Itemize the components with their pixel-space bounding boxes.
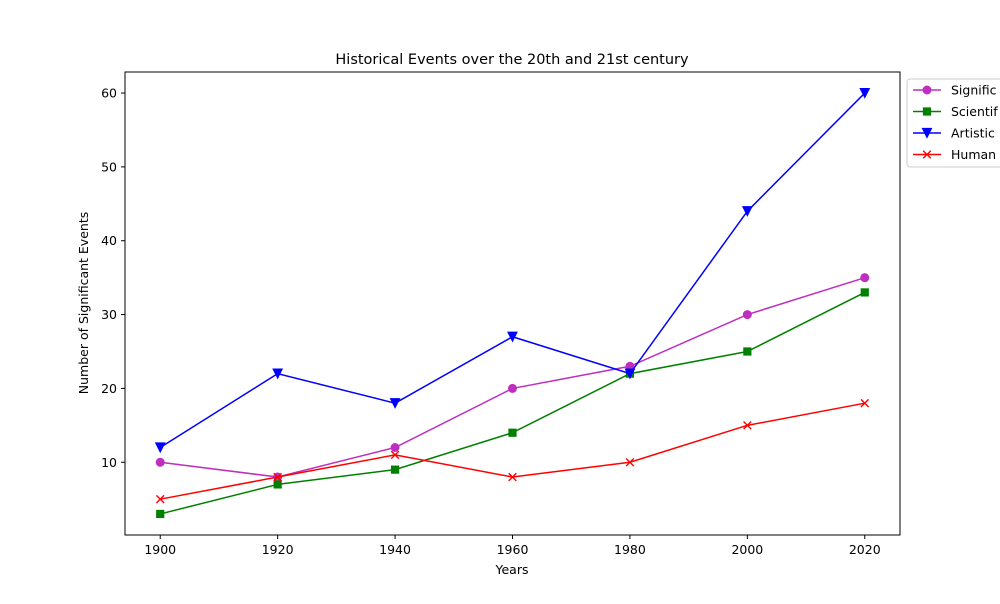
series-3 [154, 87, 871, 454]
y-tick-label: 20 [101, 381, 117, 396]
data-point [508, 472, 517, 482]
x-axis-label: Years [495, 562, 529, 577]
data-point [508, 428, 517, 437]
legend-marker [922, 85, 932, 95]
data-point [272, 368, 284, 380]
x-tick-label: 1920 [262, 542, 294, 557]
data-point [390, 442, 400, 452]
legend-label: Artistic [951, 126, 995, 141]
legend-item: Signific [913, 83, 997, 98]
data-point [273, 480, 282, 489]
data-point [860, 288, 869, 297]
legend-item: Scientif [913, 104, 998, 119]
y-tick-label: 10 [101, 455, 117, 470]
data-point [859, 87, 871, 99]
y-axis-ticks: 10 20 30 40 50 60 [101, 86, 125, 470]
series-4 [155, 398, 870, 504]
data-point [741, 206, 753, 217]
x-tick-label: 1940 [379, 542, 411, 557]
data-point [273, 472, 282, 482]
data-point [155, 494, 165, 504]
y-tick-label: 30 [101, 307, 117, 322]
data-point [860, 398, 870, 408]
data-point [156, 509, 165, 519]
data-point [507, 331, 518, 343]
data-point [390, 465, 400, 474]
plot-area [154, 87, 871, 519]
legend-label: Scientif [951, 104, 998, 119]
legend-label: Human [951, 147, 996, 162]
x-tick-label: 1960 [497, 542, 529, 557]
x-tick-label: 2000 [731, 542, 763, 557]
x-tick-label: 1980 [614, 542, 646, 557]
legend-marker [922, 150, 932, 159]
y-tick-label: 60 [101, 86, 117, 101]
data-point [743, 347, 752, 356]
data-point [742, 310, 752, 320]
data-point [155, 457, 165, 467]
legend: Signific Scientif Artistic Human [906, 78, 1000, 168]
legend-marker [922, 107, 932, 116]
data-point [743, 421, 752, 430]
x-axis-ticks: 1900 1920 1940 1960 1980 2000 2020 [144, 535, 881, 557]
data-point [390, 450, 400, 460]
data-point [508, 383, 517, 393]
data-point [389, 398, 401, 409]
data-point [625, 457, 635, 467]
legend-item: Human [913, 147, 996, 162]
legend-item: Artistic [913, 126, 995, 141]
data-point [624, 368, 636, 380]
legend-marker [921, 127, 933, 139]
y-tick-label: 40 [101, 233, 117, 248]
y-axis-label: Number of Significant Events [76, 212, 91, 394]
x-tick-label: 2020 [849, 542, 881, 557]
legend-label: Signific [951, 83, 997, 98]
chart-title: Historical Events over the 20th and 21st… [335, 52, 689, 68]
y-tick-label: 50 [101, 159, 117, 174]
data-point [860, 273, 870, 283]
data-point [154, 442, 166, 454]
x-tick-label: 1900 [144, 542, 176, 557]
legend-frame [906, 78, 1000, 168]
